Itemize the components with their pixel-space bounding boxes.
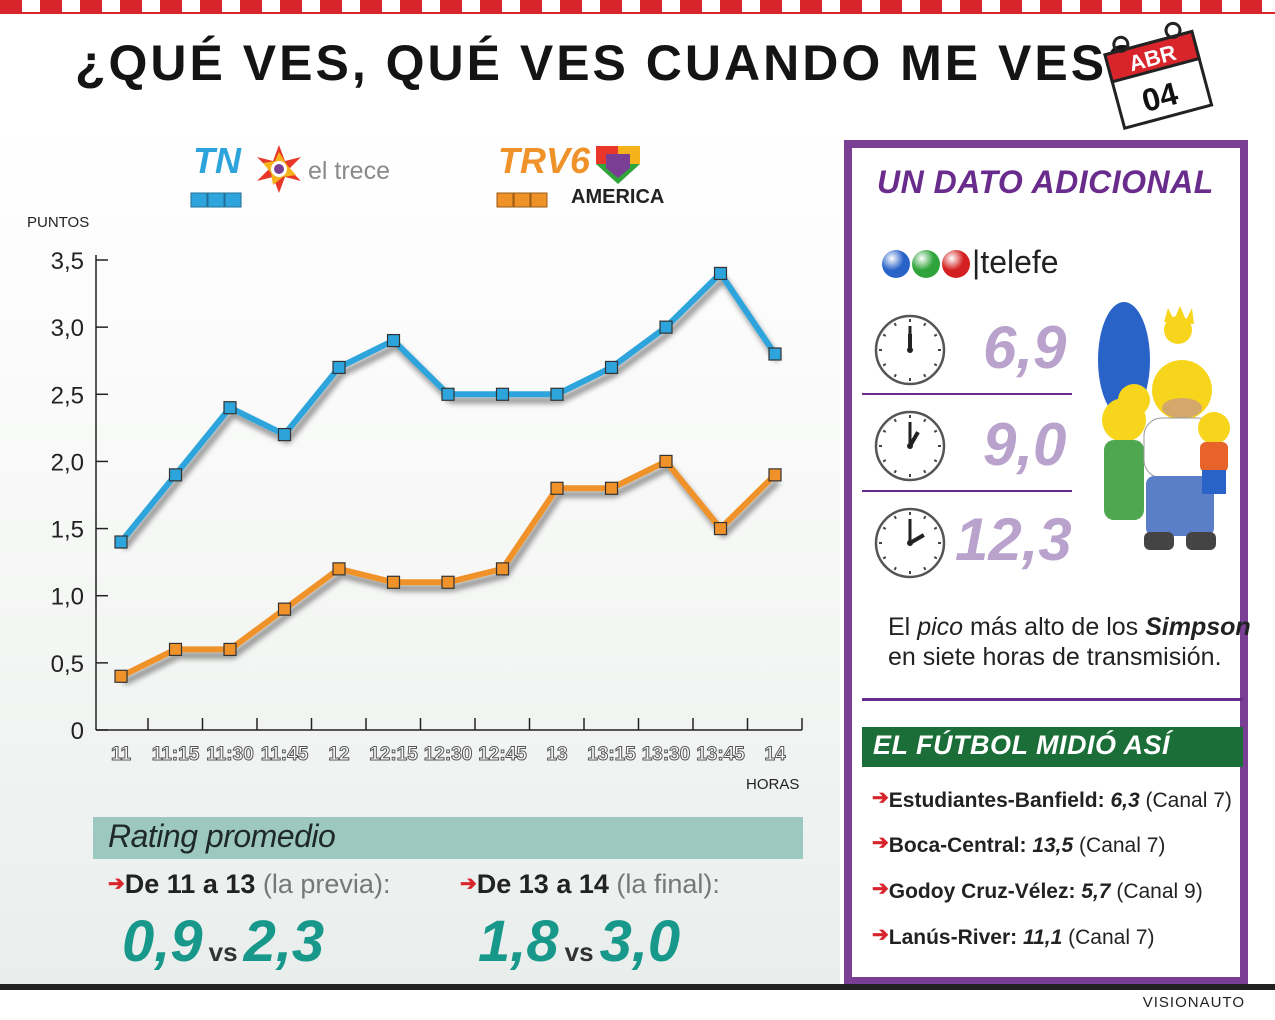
data-point-trv6 (550, 481, 564, 495)
rating-label-final: ➔De 13 a 14 (la final): (460, 869, 720, 899)
y-tick-label: 2,0 (51, 449, 84, 476)
y-tick-label: 1,0 (51, 584, 84, 611)
rating-value-final: 1,8 vs 3,0 (478, 909, 681, 974)
data-point-tn (441, 387, 455, 401)
match-row: ➔Boca-Central: 13,5 (Canal 7) (872, 832, 1166, 857)
x-axis-label: HORAS (746, 776, 800, 793)
x-tick-label: 12 (328, 744, 349, 765)
data-point-trv6 (659, 454, 673, 469)
y-tick-label: 1,5 (51, 517, 84, 544)
data-point-trv6 (386, 575, 401, 589)
data-point-trv6 (441, 575, 455, 589)
data-point-trv6 (604, 481, 619, 495)
futbol-band (862, 727, 1243, 767)
x-tick-label: 14 (764, 744, 786, 765)
telefe-dot-green-icon (912, 250, 940, 278)
data-point-tn (659, 320, 673, 334)
data-point-tn (168, 468, 183, 482)
x-tick-label: 12:30 (424, 744, 473, 765)
data-point-trv6 (223, 642, 237, 657)
divider (862, 490, 1072, 492)
x-tick-label: 13 (546, 744, 567, 765)
data-point-tn (386, 333, 401, 348)
data-point-trv6 (277, 602, 292, 616)
y-tick-label: 2,5 (51, 382, 84, 409)
data-point-trv6 (713, 521, 728, 536)
top-stripe (0, 0, 1275, 14)
data-point-tn (332, 360, 346, 375)
match-row: ➔Godoy Cruz-Vélez: 5,7 (Canal 9) (872, 878, 1203, 903)
legend-tn-swatch (190, 192, 242, 208)
match-row: ➔Estudiantes-Banfield: 6,3 (Canal 7) (872, 787, 1232, 812)
america-logo-icon (596, 146, 640, 184)
x-tick-label: 13:30 (642, 744, 691, 765)
arrow-icon: ➔ (872, 878, 889, 900)
x-tick-label: 11:30 (206, 744, 254, 765)
page-title: ¿QUÉ VES, QUÉ VES CUANDO ME VES? (75, 35, 1141, 91)
rating-label-previa: ➔De 11 a 13 (la previa): (108, 869, 391, 899)
legend-trv-label: TRV6 (498, 140, 591, 181)
x-tick-label: 13:45 (696, 744, 745, 765)
legend-tn-channel: el trece (308, 157, 390, 185)
data-point-tn (768, 347, 782, 361)
telefe-dot-red-icon (942, 250, 970, 278)
y-tick-label: 3,0 (51, 315, 84, 342)
match-row: ➔Lanús-River: 11,1 (Canal 7) (872, 924, 1155, 949)
data-point-trv6 (768, 468, 782, 482)
data-point-trv6 (114, 669, 128, 683)
data-point-tn (604, 360, 619, 375)
divider (862, 698, 1243, 701)
data-point-tn (713, 266, 728, 281)
x-tick-label: 11:45 (261, 744, 309, 765)
arrow-icon: ➔ (872, 924, 889, 946)
credit: VISIONAUTO (1142, 994, 1245, 1011)
x-tick-label: 13:15 (587, 744, 636, 765)
calendar-icon: ABR 04 (1103, 21, 1214, 130)
futbol-title: EL FÚTBOL MIDIÓ ASÍ (873, 730, 1171, 760)
clock-icon (874, 410, 946, 482)
legend-trv-channel: AMERICA (571, 186, 665, 208)
data-point-tn (550, 387, 564, 401)
y-axis-label: PUNTOS (27, 214, 90, 231)
telefe-dot-blue-icon (882, 250, 910, 278)
clock-value-3: 12,3 (955, 506, 1072, 573)
y-tick-label: 0,5 (51, 651, 84, 678)
arrow-icon: ➔ (460, 873, 477, 895)
eltrece-logo-icon (257, 145, 301, 193)
clock-value-2: 9,0 (983, 411, 1067, 478)
data-point-trv6 (495, 562, 510, 576)
data-point-tn (495, 387, 510, 401)
line-chart: 0 0,5 1,0 1,5 2,0 2,5 3,0 3,5 11 11:15 11:30 11:45 1… (51, 248, 803, 766)
rating-band (93, 817, 803, 859)
data-point-trv6 (332, 562, 346, 576)
legend-trv-swatch (496, 192, 548, 208)
y-tick-label: 0 (71, 718, 84, 745)
data-point-trv6 (168, 642, 183, 657)
x-tick-label: 11:15 (152, 744, 200, 765)
bottom-rule (0, 984, 1275, 990)
arrow-icon: ➔ (872, 787, 889, 809)
x-tick-label: 12:15 (369, 744, 418, 765)
clock-icon (874, 314, 946, 386)
clock-value-1: 6,9 (983, 314, 1067, 381)
divider (862, 393, 1072, 395)
data-point-tn (223, 401, 237, 415)
side-panel-title: UN DATO ADICIONAL (877, 164, 1214, 200)
rating-value-previa: 0,9 vs 2,3 (122, 909, 325, 974)
telefe-label: |telefe (972, 244, 1059, 280)
y-tick-label: 3,5 (51, 248, 84, 275)
clock-icon (874, 507, 946, 579)
x-tick-label: 12:45 (478, 744, 527, 765)
legend-tn-label: TN (193, 140, 241, 181)
data-point-tn (114, 535, 128, 549)
data-point-tn (277, 427, 292, 442)
arrow-icon: ➔ (108, 873, 125, 895)
arrow-icon: ➔ (872, 832, 889, 854)
simpson-note: El pico más alto de los Simpson en siete… (888, 613, 1251, 671)
x-tick-label: 11 (111, 744, 132, 765)
simpsons-family-illustration (1098, 302, 1230, 550)
rating-title: Rating promedio (108, 818, 336, 854)
clocks-group (874, 314, 946, 579)
